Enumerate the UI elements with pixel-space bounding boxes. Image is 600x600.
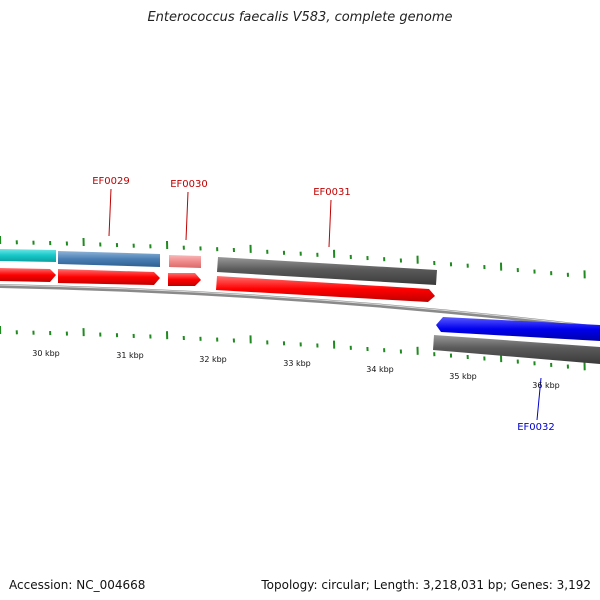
scale-label-30: 30 kbp xyxy=(32,349,60,358)
cds-arrow-ef0030 xyxy=(168,273,201,286)
gene-label-ef0032: EF0032 xyxy=(517,422,555,433)
scale-label-34: 34 kbp xyxy=(366,365,394,374)
map-title: Enterococcus faecalis V583, complete gen… xyxy=(147,10,453,25)
scale-label-31: 31 kbp xyxy=(116,351,144,360)
cds-arrow-ef0029 xyxy=(58,269,160,285)
leader-ef0032 xyxy=(536,377,542,421)
gene-label-ef0031: EF0031 xyxy=(313,187,351,198)
gene-label-ef0030: EF0030 xyxy=(170,179,208,190)
scale-label-33: 33 kbp xyxy=(283,359,311,368)
inner-tick-marks xyxy=(0,325,586,371)
gene-ef0029-bar xyxy=(58,251,160,267)
genome-backbone xyxy=(0,284,600,330)
gene-cyan-bar xyxy=(0,249,56,262)
leader-ef0030 xyxy=(185,191,189,241)
genome-summary-text: Topology: circular; Length: 3,218,031 bp… xyxy=(261,578,591,592)
scale-label-32: 32 kbp xyxy=(199,355,227,364)
leader-ef0029 xyxy=(108,188,112,237)
outer-tick-marks xyxy=(0,235,586,279)
cds-arrow-ef0031 xyxy=(216,276,435,302)
genome-backbone-highlight xyxy=(0,284,600,328)
cds-arrow-1 xyxy=(0,268,56,282)
gene-ef0032-bar xyxy=(433,335,600,364)
gene-label-ef0029: EF0029 xyxy=(92,176,130,187)
accession-text: Accession: NC_004668 xyxy=(9,578,146,592)
cds-arrow-ef0032 xyxy=(436,317,600,341)
leader-ef0031 xyxy=(328,199,332,248)
gene-ef0031-bar xyxy=(217,257,437,285)
gene-ef0030-bar xyxy=(169,255,201,268)
scale-labels: 30 kbp 31 kbp 32 kbp 33 kbp 34 kbp 35 kb… xyxy=(32,349,560,390)
scale-label-36: 36 kbp xyxy=(532,381,560,390)
scale-label-35: 35 kbp xyxy=(449,372,477,381)
